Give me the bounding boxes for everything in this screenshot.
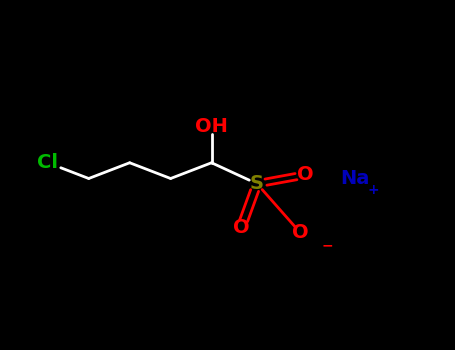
Text: Cl: Cl: [37, 153, 58, 172]
Text: O: O: [292, 223, 308, 242]
Text: Na: Na: [340, 169, 369, 188]
Text: +: +: [367, 183, 379, 197]
Text: O: O: [297, 166, 313, 184]
Text: O: O: [233, 218, 249, 237]
Text: OH: OH: [195, 117, 228, 135]
Text: S: S: [250, 174, 264, 193]
Text: −: −: [322, 239, 334, 253]
